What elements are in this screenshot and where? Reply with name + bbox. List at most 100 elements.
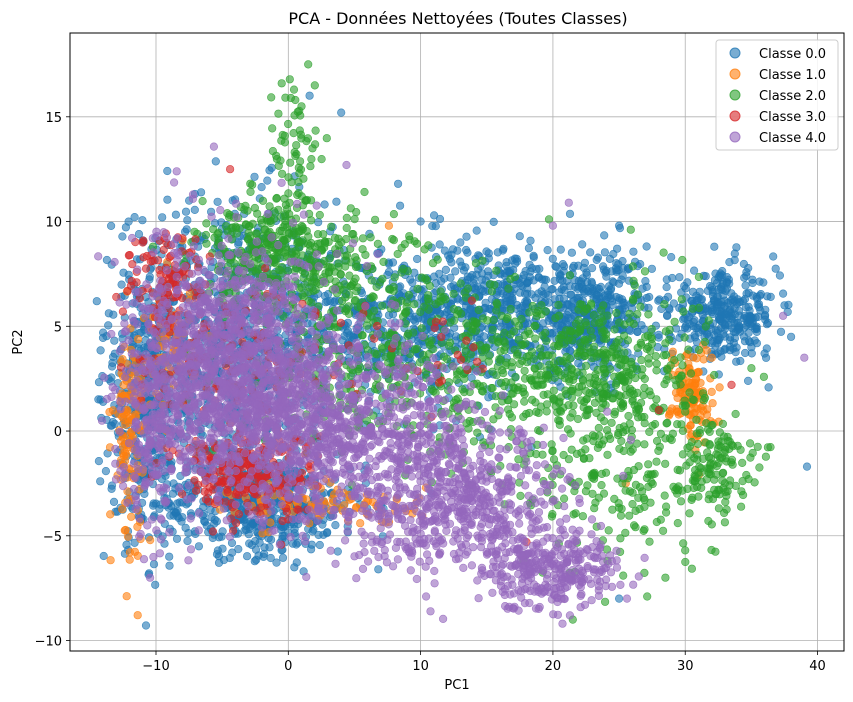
scatter-point: [98, 328, 108, 337]
scatter-point: [315, 540, 324, 550]
scatter-point: [452, 375, 461, 384]
scatter-point: [771, 264, 780, 273]
scatter-point: [492, 371, 501, 380]
scatter-point: [599, 350, 608, 359]
scatter-point: [565, 209, 575, 218]
scatter-point: [520, 397, 529, 406]
scatter-point: [559, 262, 569, 271]
scatter-point: [331, 520, 340, 530]
scatter-point: [573, 414, 583, 424]
scatter-point: [502, 261, 511, 270]
scatter-point: [250, 172, 259, 181]
scatter-point: [578, 240, 587, 249]
scatter-point: [622, 363, 631, 372]
scatter-point: [532, 308, 541, 318]
scatter-point: [272, 194, 281, 203]
scatter-point: [636, 302, 645, 311]
scatter-point: [640, 374, 649, 384]
scatter-point: [504, 284, 513, 293]
scatter-point: [221, 222, 230, 231]
scatter-point: [686, 369, 696, 378]
scatter-point: [133, 522, 142, 531]
scatter-point: [616, 392, 625, 401]
scatter-point: [723, 298, 732, 308]
scatter-point: [625, 388, 635, 397]
scatter-point: [471, 259, 481, 268]
scatter-point: [688, 287, 698, 296]
scatter-point: [194, 542, 203, 551]
scatter-point: [444, 251, 453, 260]
scatter-point: [241, 220, 251, 229]
scatter-point: [527, 290, 536, 299]
scatter-point: [676, 380, 685, 389]
scatter-point: [146, 535, 155, 545]
scatter-point: [662, 419, 671, 428]
scatter-point: [637, 340, 646, 349]
scatter-point: [446, 318, 455, 327]
scatter-point: [776, 327, 786, 336]
scatter-point: [94, 457, 103, 466]
scatter-point: [587, 264, 597, 273]
scatter-point: [171, 210, 180, 219]
scatter-point: [683, 315, 693, 324]
scatter-point: [715, 314, 724, 323]
scatter-point: [582, 268, 591, 277]
scatter-point: [431, 222, 440, 231]
scatter-point: [588, 354, 597, 363]
scatter-point: [665, 335, 674, 344]
scatter-point: [101, 467, 110, 476]
scatter-point: [272, 558, 281, 567]
scatter-point: [458, 385, 467, 394]
scatter-point: [565, 377, 574, 386]
scatter-point: [429, 345, 438, 354]
scatter-point: [602, 383, 611, 392]
scatter-point: [537, 275, 547, 284]
scatter-point: [202, 219, 211, 228]
scatter-point: [597, 306, 606, 315]
scatter-point: [702, 346, 711, 355]
scatter-point: [356, 519, 365, 528]
scatter-point: [449, 289, 458, 298]
scatter-point: [165, 552, 174, 561]
scatter-point: [444, 378, 454, 387]
scatter-point: [429, 386, 438, 396]
scatter-point: [378, 301, 387, 310]
scatter-point: [710, 242, 719, 251]
scatter-point: [643, 331, 653, 340]
scatter-point: [323, 297, 332, 306]
scatter-point: [541, 328, 550, 338]
scatter-point: [556, 271, 565, 281]
scatter-point: [565, 271, 575, 280]
scatter-point: [491, 392, 501, 401]
scatter-point: [449, 281, 458, 290]
scatter-point: [618, 402, 628, 411]
scatter-point: [625, 309, 634, 319]
scatter-point: [686, 421, 695, 430]
scatter-point: [529, 276, 538, 285]
scatter-point: [292, 141, 301, 150]
scatter-point: [626, 225, 635, 234]
scatter-point: [628, 295, 638, 304]
scatter-point: [320, 200, 329, 209]
scatter-point: [715, 307, 725, 316]
scatter-point: [276, 212, 285, 221]
scatter-point: [461, 263, 470, 272]
scatter-point: [479, 286, 488, 296]
scatter-point: [456, 238, 465, 247]
scatter-point: [250, 203, 259, 213]
scatter-point: [637, 356, 646, 365]
scatter-point: [173, 499, 182, 508]
scatter-point: [149, 499, 158, 508]
scatter-point: [579, 287, 589, 296]
scatter-point: [273, 247, 282, 257]
scatter-point: [307, 155, 316, 164]
scatter-point: [263, 176, 272, 185]
scatter-point: [582, 395, 591, 404]
scatter-point: [735, 297, 745, 306]
scatter-point: [586, 248, 595, 257]
scatter-point: [520, 331, 529, 340]
scatter-point: [699, 355, 708, 364]
scatter-point: [587, 277, 596, 286]
scatter-point: [711, 326, 720, 335]
